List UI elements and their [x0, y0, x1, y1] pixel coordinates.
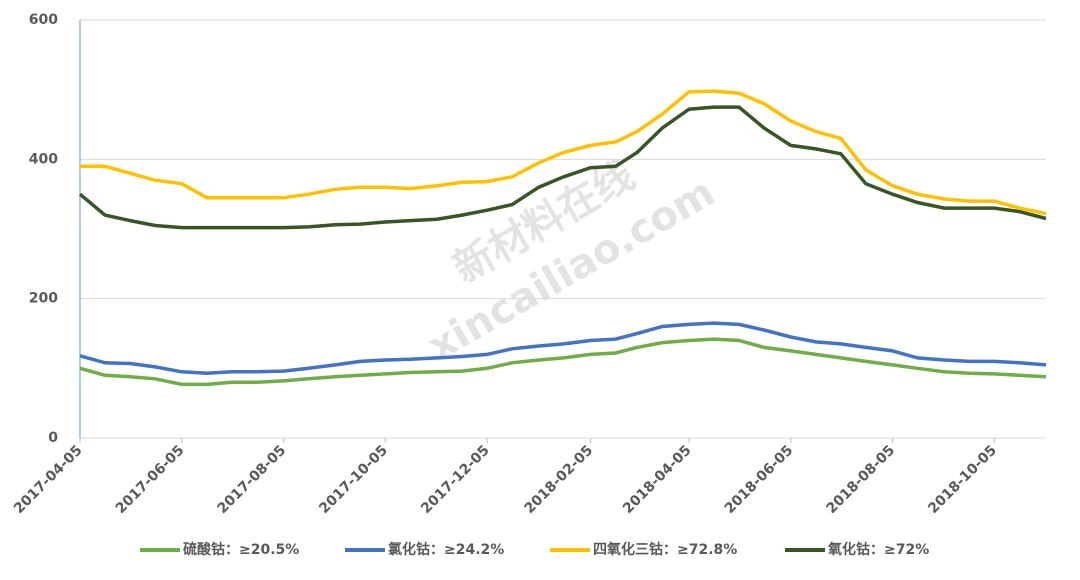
x-tick-label: 2017-04-05: [11, 442, 86, 517]
series-line: [79, 321, 1047, 375]
legend-label: 四氧化三钴：≥72.8%: [593, 541, 737, 558]
x-tick-label: 2018-02-05: [522, 442, 597, 517]
x-tick-label: 2018-06-05: [722, 442, 797, 517]
y-tick-label: 400: [29, 151, 58, 167]
y-tick-label: 200: [29, 291, 58, 307]
y-tick-label: 600: [29, 12, 58, 28]
y-tick-label: 0: [48, 430, 58, 446]
x-tick-label: 2017-08-05: [215, 442, 290, 517]
legend-label: 氯化钴：≥24.2%: [388, 541, 504, 558]
x-tick-label: 2017-10-05: [316, 442, 391, 517]
series-line: [78, 105, 1047, 230]
series-line: [79, 337, 1047, 387]
x-tick-label: 2018-10-05: [925, 442, 1000, 517]
x-tick-label: 2018-08-05: [824, 442, 899, 517]
legend-label: 氧化钴：≥72%: [827, 541, 929, 558]
x-tick-label: 2017-12-05: [418, 442, 493, 517]
x-tick-label: 2018-04-05: [620, 442, 695, 517]
x-tick-label: 2017-06-05: [113, 442, 188, 517]
series-line: [80, 89, 1047, 216]
legend-label: 硫酸钴：≥20.5%: [183, 541, 299, 558]
